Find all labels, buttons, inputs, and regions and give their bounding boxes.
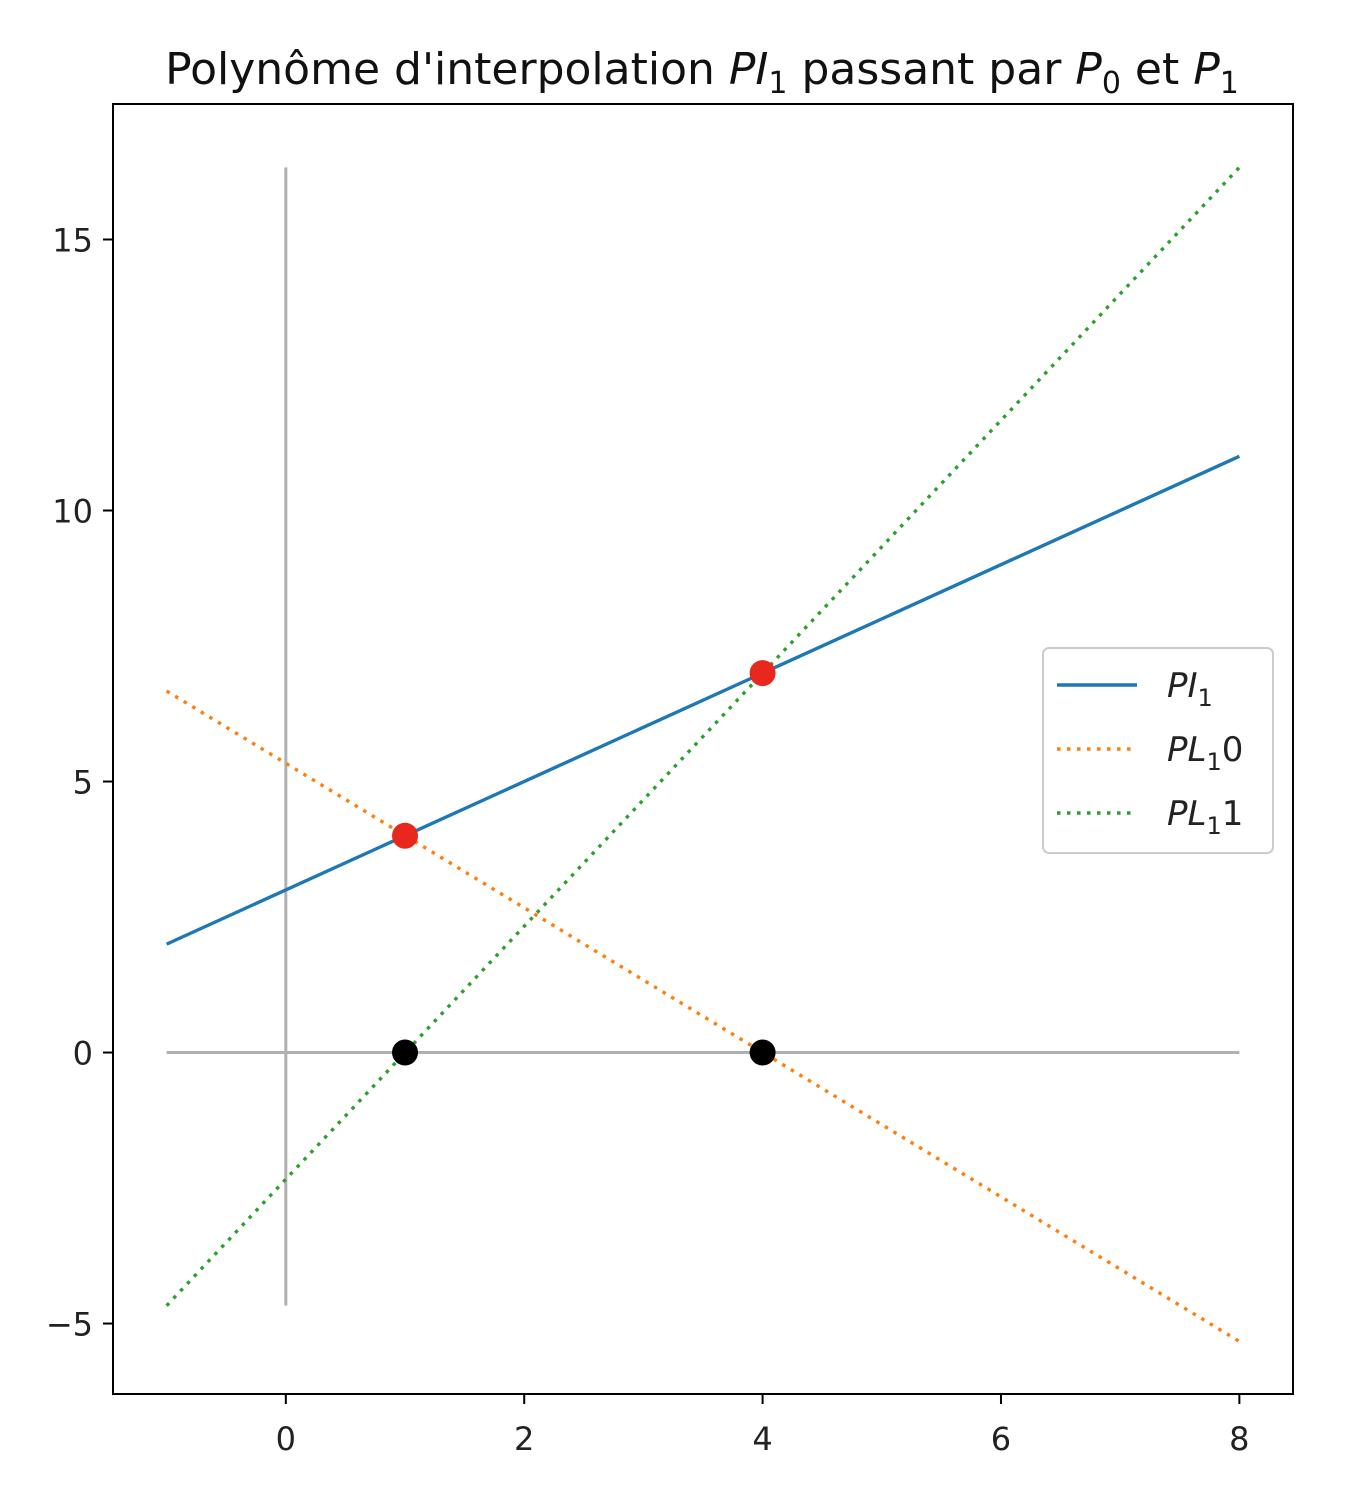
series-line-0 xyxy=(165,454,1241,946)
chart-title-part: et xyxy=(1121,44,1193,95)
y-tick-label: 5 xyxy=(73,764,93,802)
chart-title-part: P xyxy=(1193,44,1220,95)
data-point-1 xyxy=(749,660,776,687)
legend-label-0: PI1 xyxy=(1167,666,1213,712)
plot-area xyxy=(165,166,1241,1343)
legend-label-2: PL11 xyxy=(1167,794,1243,840)
legend-label-part: PI xyxy=(1167,666,1198,706)
legend-label-part: PL xyxy=(1167,730,1206,770)
series-line-2 xyxy=(165,166,1241,1307)
x-tick-label: 0 xyxy=(276,1420,296,1458)
chart-title-part: Polynôme d'interpolation xyxy=(165,44,729,95)
chart-title-part: passant par xyxy=(787,44,1075,95)
y-tick-label: 15 xyxy=(52,222,93,260)
chart-title-part: P xyxy=(1075,44,1102,95)
legend-box xyxy=(1042,647,1274,854)
y-tick-label: −5 xyxy=(46,1306,93,1344)
chart-title: Polynôme d'interpolation PI1 passant par… xyxy=(165,44,1239,101)
legend-label-part: 1 xyxy=(1206,748,1221,776)
chart-title-part: 0 xyxy=(1102,66,1121,101)
y-axis: −5 0 5 10 15 xyxy=(46,222,113,1344)
legend-label-part: PL xyxy=(1167,794,1206,834)
x-tick-label: 8 xyxy=(1229,1420,1249,1458)
data-point-3 xyxy=(749,1039,776,1066)
chart-title-part: 1 xyxy=(768,66,787,101)
y-tick-label: 0 xyxy=(73,1035,93,1073)
x-axis: 0 2 4 6 8 xyxy=(276,1394,1250,1458)
legend-label-part: 1 xyxy=(1222,794,1244,834)
x-tick-label: 4 xyxy=(752,1420,772,1458)
legend-label-part: 0 xyxy=(1222,730,1244,770)
data-point-0 xyxy=(392,822,419,849)
y-tick-label: 10 xyxy=(52,493,93,531)
data-point-2 xyxy=(392,1039,419,1066)
legend-label-1: PL10 xyxy=(1167,730,1243,776)
chart-title-part: PI xyxy=(729,44,769,95)
legend-label-part: 1 xyxy=(1206,812,1221,840)
x-tick-label: 6 xyxy=(991,1420,1011,1458)
x-tick-label: 2 xyxy=(514,1420,534,1458)
legend-label-part: 1 xyxy=(1198,684,1213,712)
axes-frame xyxy=(112,103,1294,1395)
chart-title-part: 1 xyxy=(1220,66,1239,101)
